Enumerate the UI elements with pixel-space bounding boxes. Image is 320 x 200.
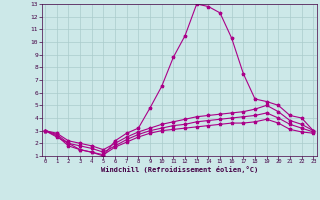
X-axis label: Windchill (Refroidissement éolien,°C): Windchill (Refroidissement éolien,°C) (100, 166, 258, 173)
